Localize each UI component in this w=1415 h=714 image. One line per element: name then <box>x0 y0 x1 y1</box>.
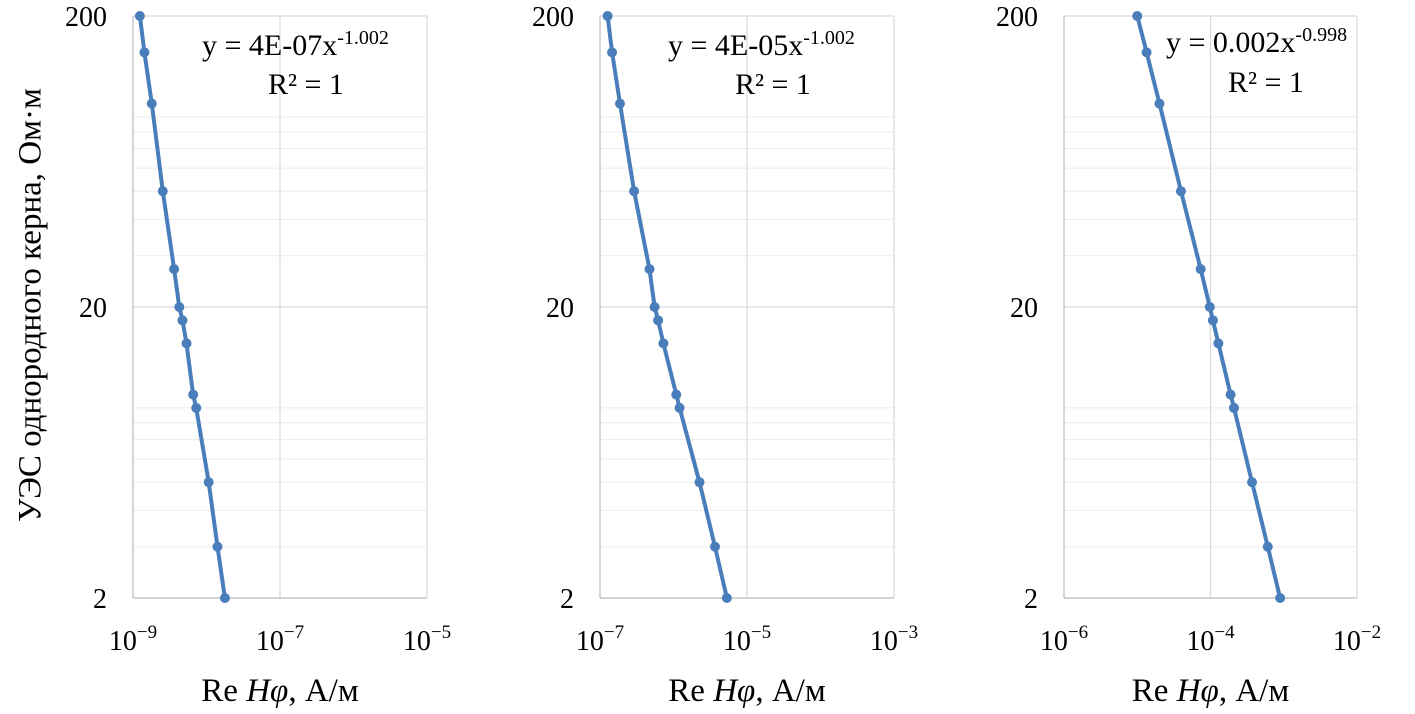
data-point <box>191 402 202 413</box>
y-tick-label: 20 <box>1010 293 1038 324</box>
data-point <box>219 593 230 603</box>
chart-panel-2: 2 20 200 10−7 10−5 10−3 Re Hφ, А/м y = 4E-05x-1… <box>532 2 918 709</box>
data-point <box>181 338 192 349</box>
data-point <box>188 389 199 400</box>
x-tick-label: 10−7 <box>576 622 624 657</box>
x-axis-label: Re Hφ, А/м <box>201 673 359 709</box>
data-point <box>602 11 613 21</box>
y-tick-label: 20 <box>546 293 574 324</box>
data-point <box>671 389 682 400</box>
data-point <box>644 264 655 275</box>
data-point <box>649 302 660 312</box>
data-point <box>1204 302 1215 312</box>
x-tick-label: 10−7 <box>256 622 304 657</box>
data-point <box>1247 477 1258 488</box>
data-point <box>157 186 168 197</box>
data-point <box>1195 264 1206 275</box>
gridlines <box>133 15 428 599</box>
y-tick-label: 200 <box>532 2 574 33</box>
trendline-equation: y = 4E-07x-1.002 <box>202 27 389 62</box>
x-tick-label: 10−5 <box>723 622 771 657</box>
data-point <box>169 264 180 275</box>
data-point <box>721 593 732 603</box>
chart-panel-3: 2 20 200 10−6 10−4 10−2 Re Hφ, А/м y = 0.002x-0… <box>996 2 1381 709</box>
x-tick-label: 10−6 <box>1040 622 1088 657</box>
data-point <box>710 541 721 552</box>
x-tick-label: 10−2 <box>1333 622 1381 657</box>
y-tick-label: 2 <box>1024 584 1038 615</box>
y-tick-label: 20 <box>79 293 107 324</box>
data-point <box>1154 98 1165 109</box>
data-point <box>1275 593 1286 603</box>
y-tick-label: 2 <box>93 584 107 615</box>
r-squared-label: R² = 1 <box>1228 66 1304 99</box>
data-point <box>653 315 664 326</box>
x-axis-label: Re Hφ, А/м <box>668 673 826 709</box>
data-point <box>134 11 145 21</box>
data-point <box>658 338 669 349</box>
data-point <box>1207 315 1218 326</box>
data-point <box>629 186 640 197</box>
data-point <box>174 302 185 312</box>
gridlines <box>600 15 895 599</box>
data-point <box>614 98 625 109</box>
r-squared-label: R² = 1 <box>735 68 811 101</box>
data-point <box>1141 47 1152 58</box>
y-tick-label: 200 <box>65 2 107 33</box>
chart-panel-1: 2 20 200 10−9 10−7 10−5 Re Hφ, А/м y = 4E-07x-1… <box>65 2 451 709</box>
y-tick-label: 200 <box>996 2 1038 33</box>
x-tick-label: 10−3 <box>870 622 918 657</box>
data-point <box>674 402 685 413</box>
r-squared-label: R² = 1 <box>268 68 344 101</box>
data-point <box>1175 186 1186 197</box>
data-point <box>1225 389 1236 400</box>
x-tick-label: 10−9 <box>109 622 157 657</box>
data-point <box>212 541 223 552</box>
data-point <box>139 47 150 58</box>
data-point <box>146 98 157 109</box>
data-point <box>1213 338 1224 349</box>
y-tick-label: 2 <box>560 584 574 615</box>
x-axis-label: Re Hφ, А/м <box>1132 673 1290 709</box>
data-point <box>607 47 618 58</box>
data-point <box>203 477 214 488</box>
data-point <box>1262 541 1273 552</box>
data-point <box>177 315 188 326</box>
trendline-equation: y = 0.002x-0.998 <box>1166 24 1347 59</box>
data-point <box>694 477 705 488</box>
data-point <box>1228 402 1239 413</box>
trendline-equation: y = 4E-05x-1.002 <box>668 27 855 62</box>
x-tick-label: 10−5 <box>403 622 451 657</box>
data-point <box>1132 11 1143 21</box>
x-tick-label: 10−4 <box>1186 622 1235 657</box>
